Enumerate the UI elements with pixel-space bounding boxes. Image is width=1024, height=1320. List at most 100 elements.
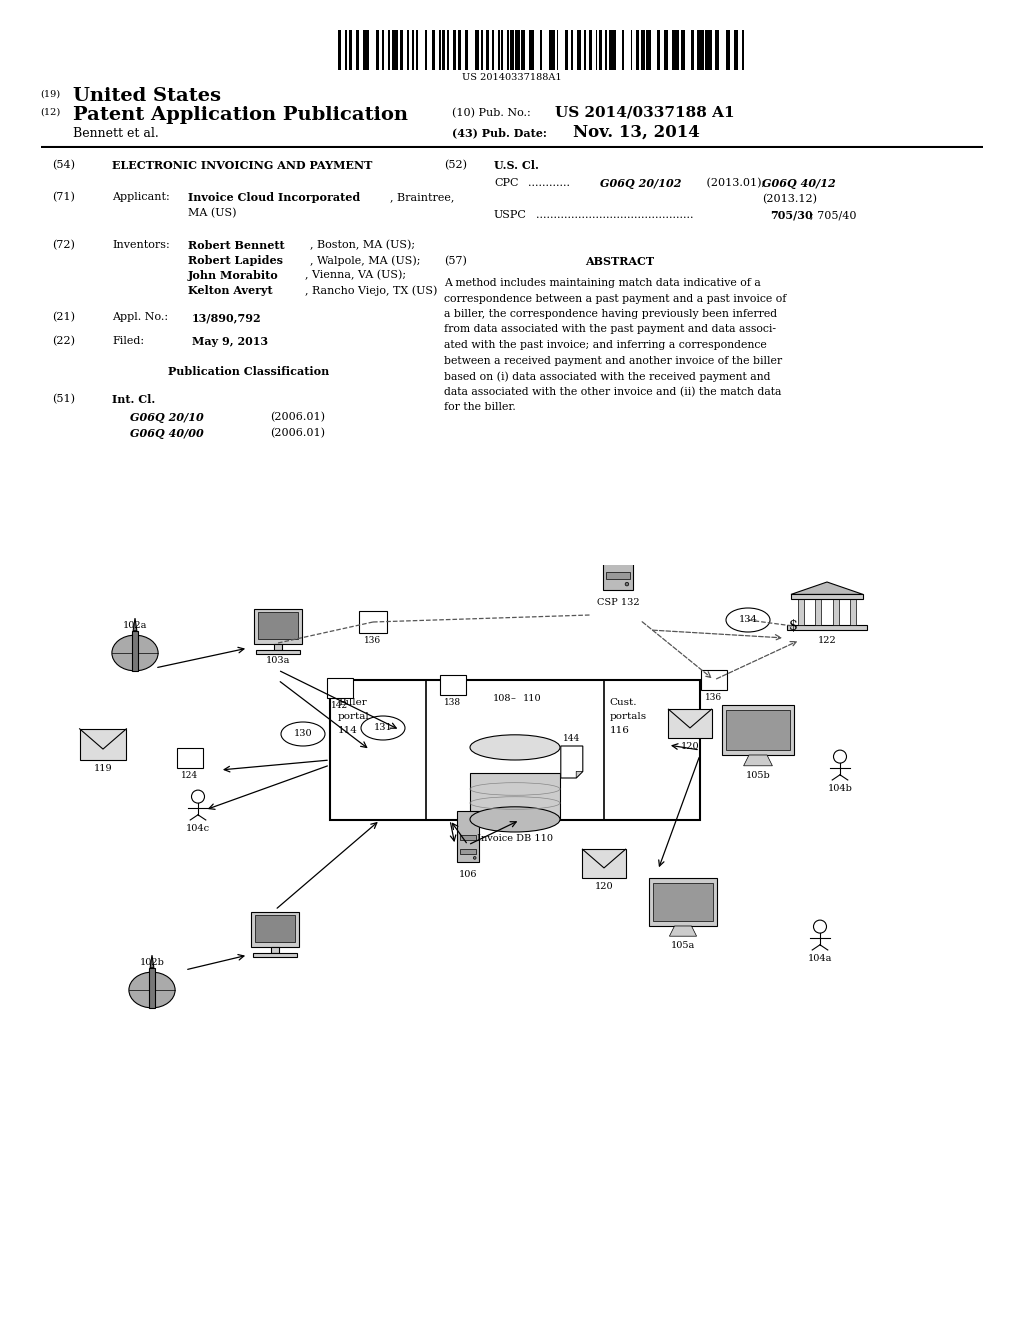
Text: 104a: 104a <box>808 954 833 964</box>
Ellipse shape <box>726 609 770 632</box>
Text: based on (i) data associated with the received payment and: based on (i) data associated with the re… <box>444 371 770 381</box>
Text: 106: 106 <box>459 870 477 879</box>
Bar <box>274 644 282 649</box>
Bar <box>345 30 347 70</box>
Bar <box>258 612 298 639</box>
Bar <box>356 30 358 70</box>
Text: (22): (22) <box>52 337 75 346</box>
Bar <box>541 30 542 70</box>
Bar <box>815 599 821 626</box>
Text: Invoice DB 110: Invoice DB 110 <box>477 834 553 843</box>
Text: 105b: 105b <box>745 771 770 780</box>
Text: , Vienna, VA (US);: , Vienna, VA (US); <box>305 271 407 280</box>
Text: for the biller.: for the biller. <box>444 403 516 412</box>
Bar <box>583 849 626 878</box>
Text: 144: 144 <box>563 734 581 743</box>
Polygon shape <box>133 618 137 631</box>
Text: 102a: 102a <box>123 620 147 630</box>
Text: (19): (19) <box>40 90 60 99</box>
Bar <box>446 30 450 70</box>
Bar <box>255 915 295 941</box>
Bar <box>726 30 730 70</box>
Bar <box>606 572 630 579</box>
Text: Bennett et al.: Bennett et al. <box>73 127 159 140</box>
Bar <box>148 968 156 1007</box>
Text: (52): (52) <box>444 160 467 170</box>
Bar <box>722 705 794 755</box>
Text: portal: portal <box>338 711 370 721</box>
Text: ELECTRONIC INVOICING AND PAYMENT: ELECTRONIC INVOICING AND PAYMENT <box>112 160 373 172</box>
Text: G06Q 20/102: G06Q 20/102 <box>600 178 682 189</box>
Text: ated with the past invoice; and inferring a correspondence: ated with the past invoice; and inferrin… <box>444 341 767 350</box>
Text: Invoice Cloud Incorporated: Invoice Cloud Incorporated <box>188 191 360 203</box>
Text: 103a: 103a <box>266 656 290 665</box>
Bar <box>382 30 384 70</box>
Text: 142: 142 <box>332 701 348 710</box>
Bar <box>376 30 379 70</box>
Bar <box>460 834 476 840</box>
Bar <box>338 30 341 70</box>
Bar <box>470 772 560 820</box>
Text: (2013.12): (2013.12) <box>762 194 817 205</box>
Bar <box>701 671 727 690</box>
Bar <box>254 609 302 644</box>
Ellipse shape <box>470 735 560 760</box>
Bar <box>726 710 790 750</box>
Bar <box>439 30 440 70</box>
Bar <box>833 599 839 626</box>
Bar <box>557 30 558 70</box>
Text: 119: 119 <box>93 764 113 774</box>
Polygon shape <box>743 755 772 766</box>
Bar <box>669 709 712 738</box>
Bar <box>646 30 650 70</box>
Text: (71): (71) <box>52 191 75 202</box>
Text: US 2014/0337188 A1: US 2014/0337188 A1 <box>555 106 734 119</box>
Bar <box>672 30 679 70</box>
Bar <box>454 30 456 70</box>
Text: 124: 124 <box>181 771 199 780</box>
Bar <box>641 30 645 70</box>
Bar <box>599 30 601 70</box>
Text: 114: 114 <box>338 726 357 735</box>
Text: Robert Bennett: Robert Bennett <box>188 240 285 251</box>
Text: U.S. Cl.: U.S. Cl. <box>494 160 539 172</box>
Bar <box>606 531 630 537</box>
Bar <box>623 30 624 70</box>
Bar <box>465 30 468 70</box>
Text: portals: portals <box>610 711 647 721</box>
Text: A method includes maintaining match data indicative of a: A method includes maintaining match data… <box>444 279 761 288</box>
Bar <box>458 30 462 70</box>
Bar <box>271 946 279 953</box>
Ellipse shape <box>112 635 158 671</box>
Bar <box>431 30 435 70</box>
Bar <box>460 849 476 854</box>
Text: 105a: 105a <box>671 941 695 950</box>
Text: (72): (72) <box>52 240 75 251</box>
Text: May 9, 2013: May 9, 2013 <box>193 337 268 347</box>
Bar <box>565 30 567 70</box>
Bar <box>349 30 352 70</box>
Bar <box>850 599 856 626</box>
Text: , Walpole, MA (US);: , Walpole, MA (US); <box>310 255 421 265</box>
Text: (2006.01): (2006.01) <box>270 428 325 438</box>
Text: ............: ............ <box>528 178 570 187</box>
Text: Publication Classification: Publication Classification <box>168 366 330 378</box>
Text: 138: 138 <box>444 698 462 708</box>
Polygon shape <box>151 956 154 968</box>
Bar <box>589 30 593 70</box>
Text: Robert Lapides: Robert Lapides <box>188 255 283 267</box>
Bar <box>649 878 717 927</box>
Bar <box>577 30 581 70</box>
Bar <box>515 30 519 70</box>
Text: (51): (51) <box>52 393 75 404</box>
Bar <box>571 30 572 70</box>
Bar <box>502 30 503 70</box>
Text: (2006.01): (2006.01) <box>270 412 325 422</box>
Bar <box>787 626 867 630</box>
Bar <box>507 30 509 70</box>
Text: 102b: 102b <box>139 958 165 966</box>
Text: (2013.01);: (2013.01); <box>703 178 765 189</box>
Bar <box>132 631 138 671</box>
Text: Appl. No.:: Appl. No.: <box>112 312 168 322</box>
Bar <box>493 30 494 70</box>
